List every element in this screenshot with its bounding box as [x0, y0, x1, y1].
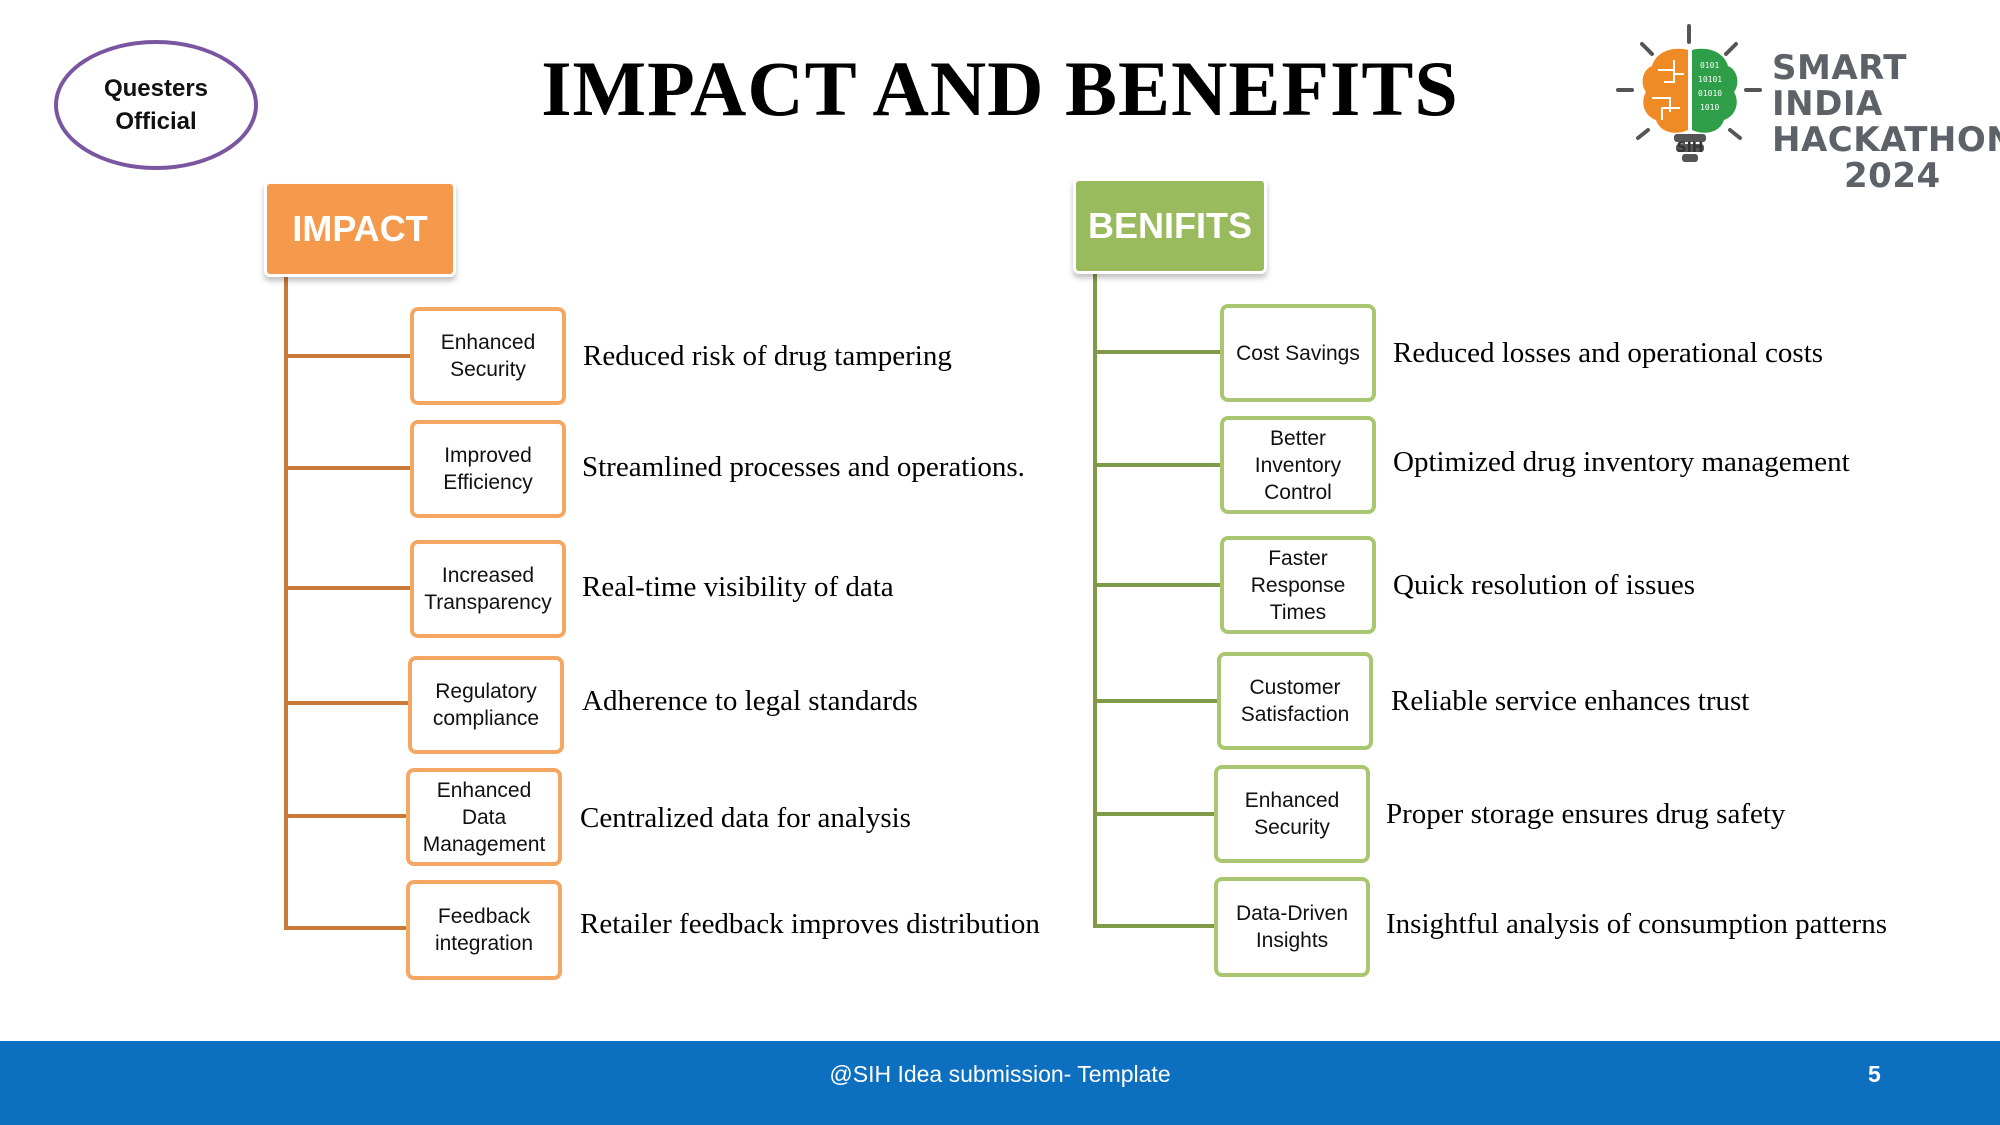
svg-text:0101: 0101: [1700, 61, 1719, 70]
page-number: 5: [1868, 1061, 1881, 1087]
team-badge: Questers Official: [54, 40, 258, 170]
benefits-connectors: [1093, 272, 1222, 928]
sih-logo: 0101 10101 01010 1010 SIH SMART INDIA HACKA…: [1612, 20, 2000, 194]
impact-item-desc: Centralized data for analysis: [580, 802, 911, 834]
impact-item-desc: Streamlined processes and operations.: [582, 451, 1025, 483]
benefits-item-box: Enhanced Security: [1214, 765, 1370, 863]
benefits-item-desc: Proper storage ensures drug safety: [1386, 798, 1786, 830]
benefits-item-desc: Quick resolution of issues: [1393, 569, 1696, 601]
team-name-line1: Questers: [103, 75, 209, 102]
impact-item-desc: Real-time visibility of data: [582, 571, 894, 603]
footer-text: @SIH Idea submission- Template: [829, 1061, 1171, 1087]
impact-item-box: Enhanced Data Management: [406, 768, 562, 866]
benefits-item-box: Customer Satisfaction: [1217, 652, 1373, 750]
svg-text:01010: 01010: [1698, 89, 1722, 98]
benefits-item-box: Data-Driven Insights: [1214, 877, 1370, 977]
impact-item-box: Increased Transparency: [410, 540, 566, 638]
impact-item-box: Improved Efficiency: [410, 420, 566, 518]
logo-line1: SMART INDIA: [1772, 48, 1907, 124]
benefits-header: BENIFITS: [1073, 178, 1267, 274]
svg-text:10101: 10101: [1698, 75, 1722, 84]
benefits-item-box: Faster Response Times: [1220, 536, 1376, 634]
sih-emblem-text: SIH: [1676, 140, 1703, 156]
benefits-item-box: Cost Savings: [1220, 304, 1376, 402]
impact-connectors: [284, 275, 412, 930]
benefits-item-desc: Reduced losses and operational costs: [1393, 337, 1824, 369]
logo-text: SMART INDIA HACKATHON 2024: [1772, 50, 2000, 194]
impact-item-box: Feedback integration: [406, 880, 562, 980]
benefits-item-desc: Reliable service enhances trust: [1391, 685, 1750, 717]
impact-item-desc: Retailer feedback improves distribution: [580, 908, 1040, 940]
impact-item-box: Enhanced Security: [410, 307, 566, 405]
benefits-item-desc: Optimized drug inventory management: [1393, 446, 1850, 478]
svg-text:1010: 1010: [1700, 103, 1719, 112]
logo-line3: 2024: [1844, 156, 1941, 196]
benefits-item-box: Better Inventory Control: [1220, 416, 1376, 514]
impact-item-desc: Reduced risk of drug tampering: [583, 340, 952, 372]
impact-item-box: Regulatory compliance: [408, 656, 564, 754]
team-name-line2: Official: [115, 108, 197, 135]
logo-line2: HACKATHON: [1772, 120, 2000, 160]
impact-item-desc: Adherence to legal standards: [582, 685, 918, 717]
footer-bar: [0, 1041, 2000, 1125]
impact-header: IMPACT: [264, 181, 456, 277]
page-title: IMPACT AND BENEFITS: [541, 45, 1459, 132]
benefits-item-desc: Insightful analysis of consumption patte…: [1386, 908, 1887, 940]
